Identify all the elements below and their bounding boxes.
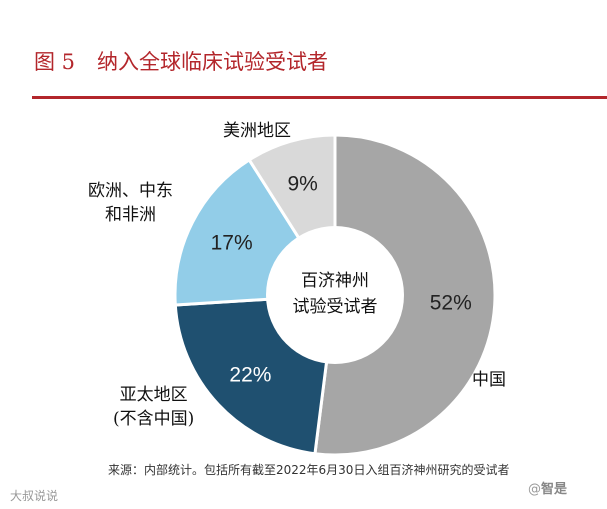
value-label-apac: 22% [229, 363, 271, 386]
watermark-at: @ [528, 482, 541, 497]
figure-title-text: 纳入全球临床试验受试者 [97, 50, 329, 74]
donut-hole [266, 226, 404, 364]
center-label-line-1: 百济神州 [301, 271, 369, 291]
watermark-brand: 智是 [541, 482, 568, 497]
donut-center-label: 百济神州 试验受试者 [276, 268, 394, 320]
title-divider [32, 96, 607, 99]
watermark-left: 大叔说说 [10, 487, 58, 504]
slice-label-apac: 亚太地区 (不含中国) [113, 385, 195, 429]
figure-title: 图 5 纳入全球临床试验受试者 [34, 46, 328, 76]
value-label-emea: 17% [211, 231, 253, 254]
center-label-line-2: 试验受试者 [292, 297, 378, 317]
slice-label-emea: 欧洲、中东 和非洲 [88, 181, 173, 225]
slice-china [313, 133, 497, 457]
value-label-china: 52% [430, 291, 472, 314]
slice-label-americas: 美洲地区 [223, 121, 291, 141]
slice-label-china: 中国 [472, 370, 506, 390]
figure-number: 图 5 [34, 50, 76, 74]
watermark-left-text: 大叔说说 [10, 489, 59, 503]
source-note: 来源：内部统计。包括所有截至2022年6月30日入组百济神州研究的受试者 [108, 463, 510, 477]
value-label-americas: 9% [287, 173, 317, 196]
slice-value-labels: 52% 22% 17% 9% [211, 173, 472, 387]
watermark-right: @智是 [528, 478, 567, 497]
